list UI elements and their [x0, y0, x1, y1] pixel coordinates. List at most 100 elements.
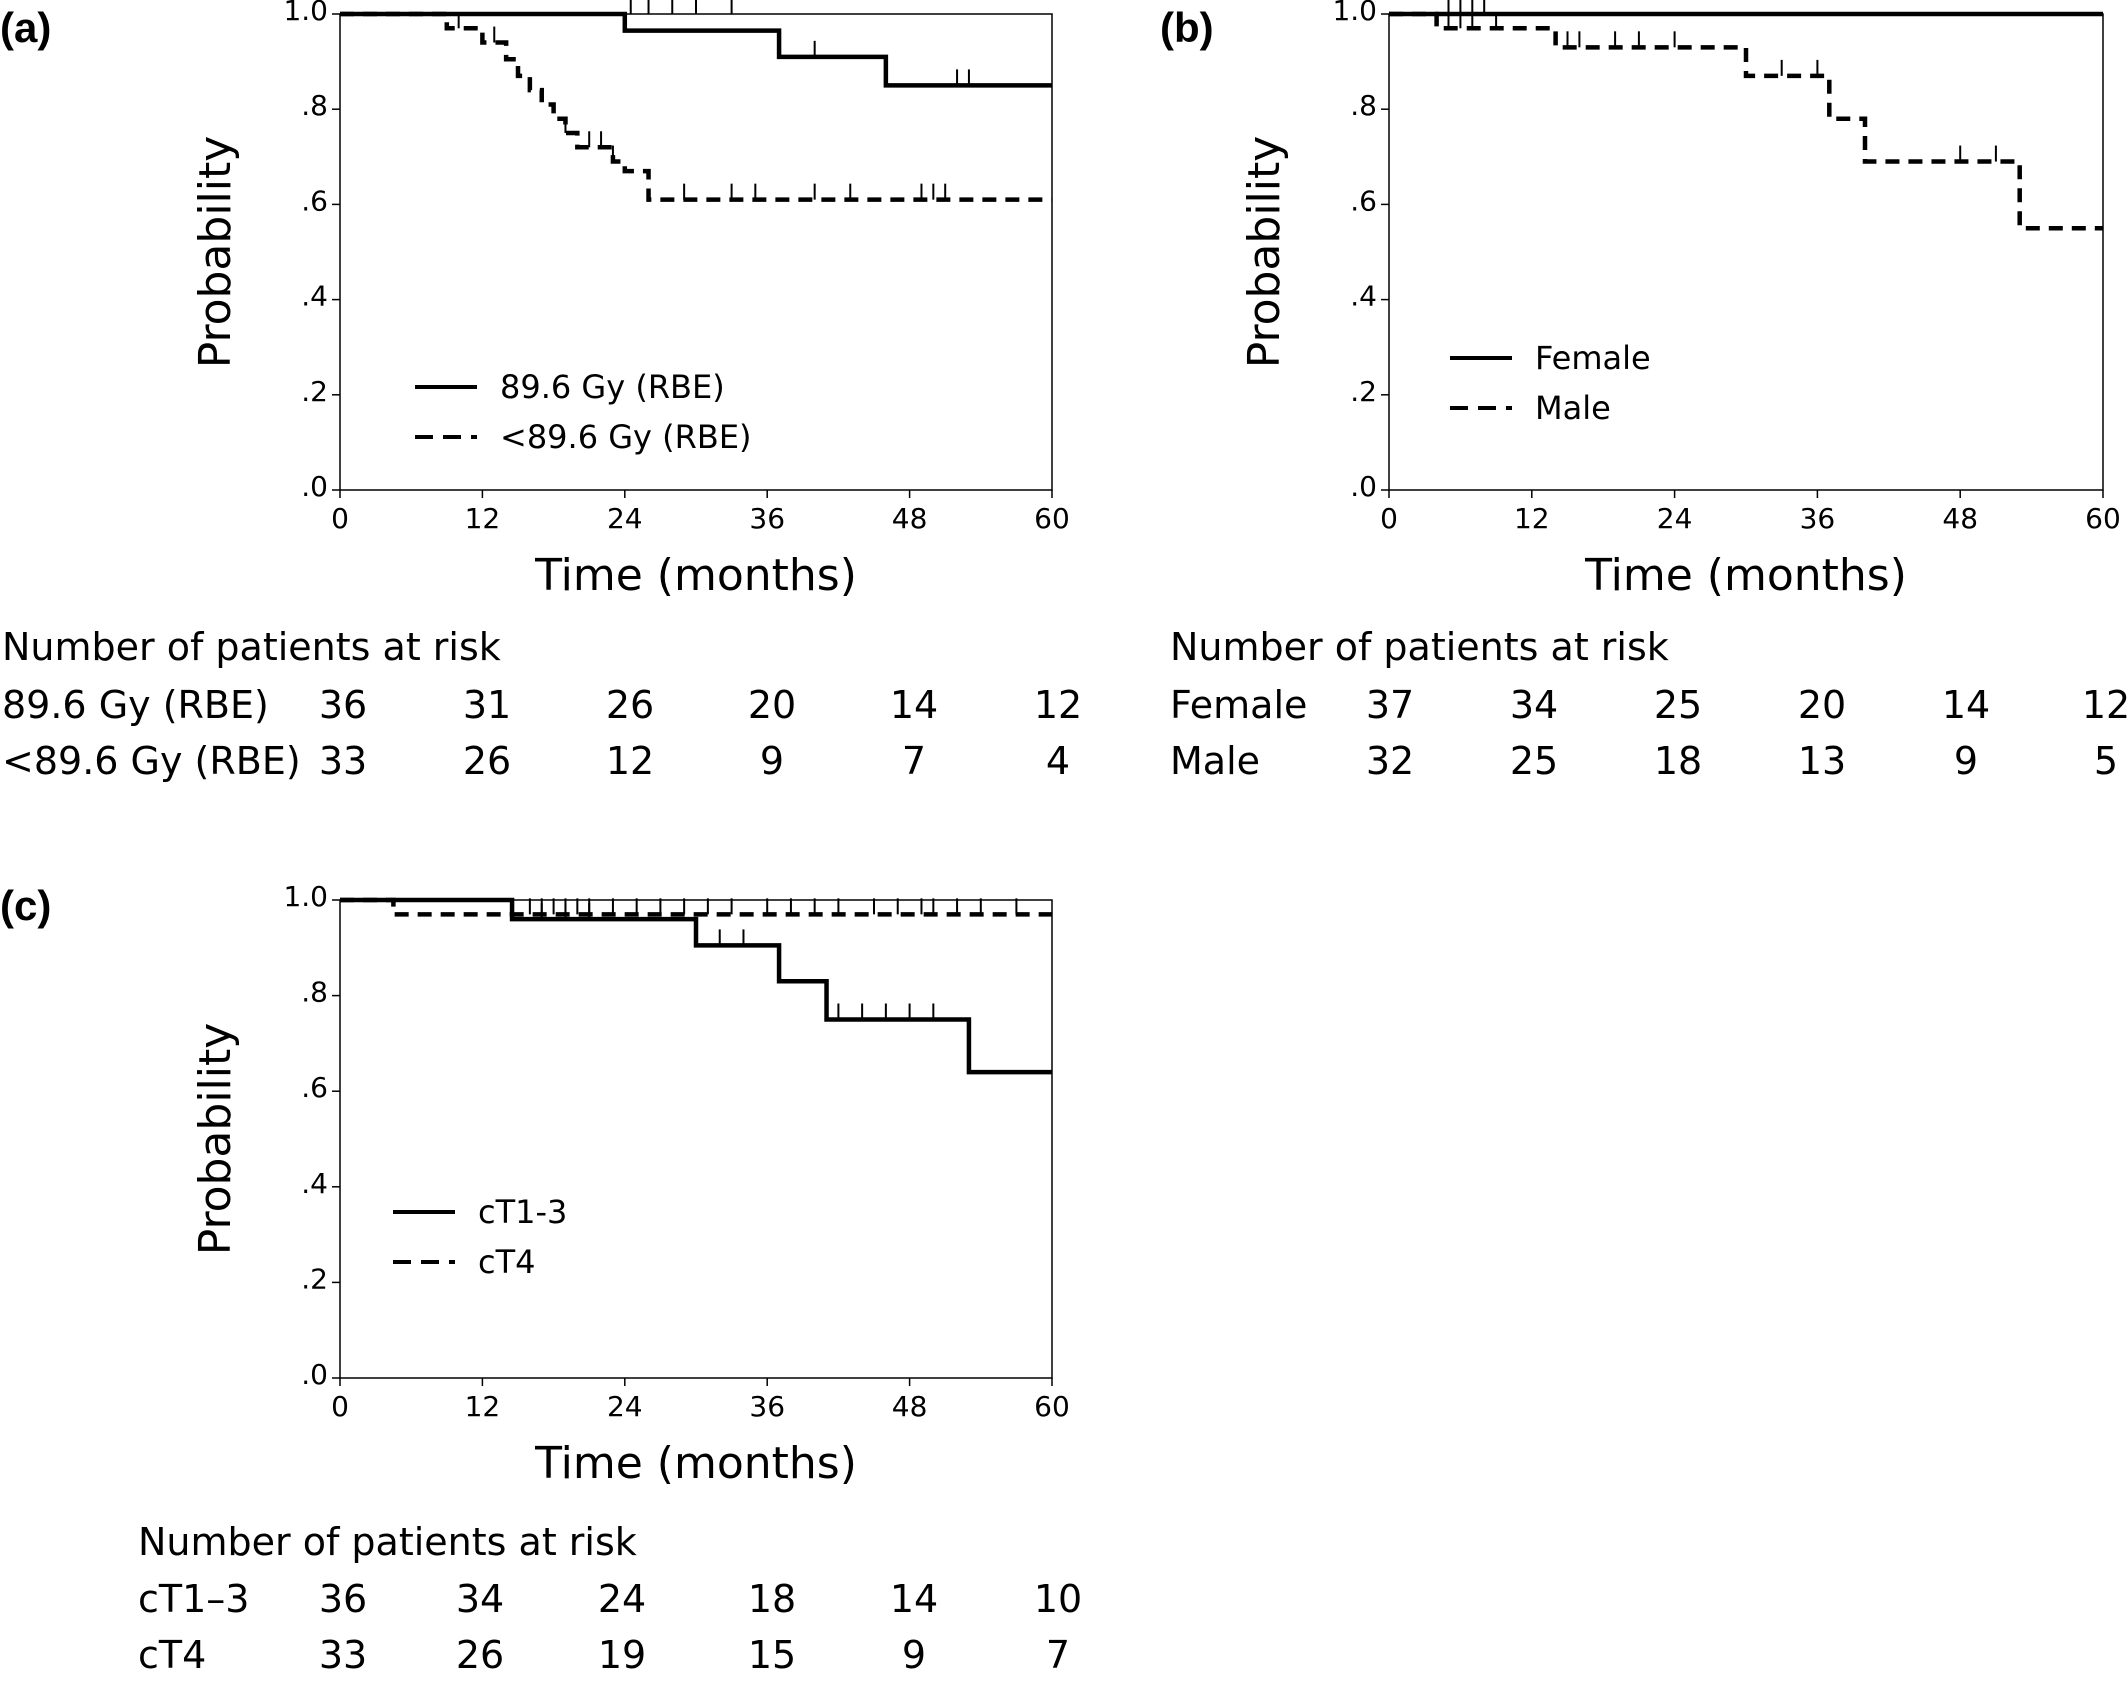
risk-value: 5	[2094, 739, 2118, 783]
y-tick-label: 1.0	[1332, 0, 1377, 27]
x-tick-label: 12	[1514, 502, 1550, 535]
y-axis-title: Probability	[190, 136, 241, 369]
x-axis-title: Time (months)	[534, 1438, 857, 1489]
x-tick-label: 36	[1800, 502, 1836, 535]
risk-table-title: Number of patients at risk	[1170, 625, 1669, 669]
risk-row-label: cT1–3	[138, 1577, 249, 1621]
y-tick-label: .6	[1350, 184, 1377, 217]
x-tick-label: 36	[749, 1390, 785, 1423]
series-line-1	[340, 897, 1052, 917]
risk-value: 15	[748, 1633, 796, 1677]
y-tick-label: .6	[301, 184, 328, 217]
chart-panel-c: (c) .0 .2 .4 .6 .8 1.0 0 12 24 36 48 60 Time (months)…	[0, 880, 1082, 1677]
y-tick-label: 1.0	[283, 0, 328, 27]
risk-value: 4	[1046, 739, 1070, 783]
x-tick-label: 24	[607, 502, 643, 535]
y-tick-label: 1.0	[283, 880, 328, 913]
y-tick-label: .0	[1350, 470, 1377, 503]
legend-label: cT4	[478, 1243, 536, 1281]
risk-value: 26	[606, 683, 654, 727]
x-tick-label: 60	[1034, 1390, 1070, 1423]
risk-table-title: Number of patients at risk	[138, 1520, 637, 1564]
risk-value: 20	[1798, 683, 1846, 727]
risk-value: 9	[902, 1633, 926, 1677]
x-tick-label: 24	[1657, 502, 1693, 535]
y-tick-label: .0	[301, 1358, 328, 1391]
risk-value: 14	[890, 683, 938, 727]
x-tick-label: 60	[1034, 502, 1070, 535]
risk-value: 20	[748, 683, 796, 727]
y-tick-label: .8	[301, 89, 328, 122]
x-tick-label: 36	[749, 502, 785, 535]
risk-value: 7	[902, 739, 926, 783]
x-tick-label: 24	[607, 1390, 643, 1423]
y-tick-label: .2	[301, 1262, 328, 1295]
y-tick-label: .0	[301, 470, 328, 503]
risk-value: 26	[456, 1633, 504, 1677]
risk-value: 9	[760, 739, 784, 783]
panel-label: (b)	[1160, 4, 1214, 51]
legend-label: <89.6 Gy (RBE)	[500, 418, 752, 456]
series-line-1	[340, 11, 1052, 202]
risk-value: 14	[1942, 683, 1990, 727]
risk-value: 18	[748, 1577, 796, 1621]
risk-value: 33	[319, 739, 367, 783]
y-tick-label: .4	[1350, 280, 1377, 313]
y-tick-label: .8	[1350, 89, 1377, 122]
risk-value: 12	[606, 739, 654, 783]
risk-value: 25	[1510, 739, 1558, 783]
risk-value: 25	[1654, 683, 1702, 727]
x-tick-label: 12	[465, 502, 501, 535]
panel-label: (c)	[0, 882, 51, 929]
x-axis-title: Time (months)	[534, 550, 857, 601]
risk-value: 34	[456, 1577, 504, 1621]
risk-value: 14	[890, 1577, 938, 1621]
risk-row-label: <89.6 Gy (RBE)	[2, 739, 301, 783]
x-tick-label: 60	[2085, 502, 2121, 535]
plot-frame	[339, 899, 1053, 1379]
y-tick-label: .2	[301, 375, 328, 408]
y-axis-title: Probability	[1239, 136, 1290, 369]
x-tick-label: 0	[331, 1390, 349, 1423]
legend-label: Female	[1535, 339, 1651, 377]
y-tick-label: .2	[1350, 375, 1377, 408]
legend-label: cT1-3	[478, 1193, 567, 1231]
x-tick-label: 48	[1942, 502, 1978, 535]
x-tick-label: 0	[331, 502, 349, 535]
risk-value: 19	[598, 1633, 646, 1677]
x-axis-title: Time (months)	[1584, 550, 1907, 601]
y-tick-label: .4	[301, 280, 328, 313]
risk-value: 12	[1034, 683, 1082, 727]
risk-value: 10	[1034, 1577, 1082, 1621]
series-line-1	[1389, 11, 2103, 231]
chart-panel-a: (a) .0 .2 .4 .6 .8 1.0 0 12 24 36 48 60 Time (months)…	[0, 0, 1082, 783]
y-tick-label: .8	[301, 976, 328, 1009]
risk-value: 37	[1366, 683, 1414, 727]
risk-value: 9	[1954, 739, 1978, 783]
x-tick-label: 48	[892, 502, 928, 535]
risk-value: 13	[1798, 739, 1846, 783]
legend-label: Male	[1535, 389, 1611, 427]
y-tick-label: .4	[301, 1167, 328, 1200]
risk-value: 32	[1366, 739, 1414, 783]
x-tick-label: 0	[1380, 502, 1398, 535]
legend-label: 89.6 Gy (RBE)	[500, 368, 725, 406]
series-line-0	[340, 11, 1052, 88]
risk-value: 24	[598, 1577, 646, 1621]
risk-value: 36	[319, 683, 367, 727]
risk-value: 26	[463, 739, 511, 783]
risk-row-label: Female	[1170, 683, 1307, 727]
risk-row-label: 89.6 Gy (RBE)	[2, 683, 269, 727]
risk-value: 34	[1510, 683, 1558, 727]
risk-value: 12	[2082, 683, 2128, 727]
risk-value: 31	[463, 683, 511, 727]
risk-row-label: cT4	[138, 1633, 206, 1677]
risk-value: 33	[319, 1633, 367, 1677]
series-line-0	[340, 897, 1052, 1075]
y-axis-title: Probability	[190, 1023, 241, 1256]
panel-label: (a)	[0, 4, 51, 51]
plot-frame	[1388, 13, 2104, 491]
risk-row-label: Male	[1170, 739, 1260, 783]
risk-value: 18	[1654, 739, 1702, 783]
